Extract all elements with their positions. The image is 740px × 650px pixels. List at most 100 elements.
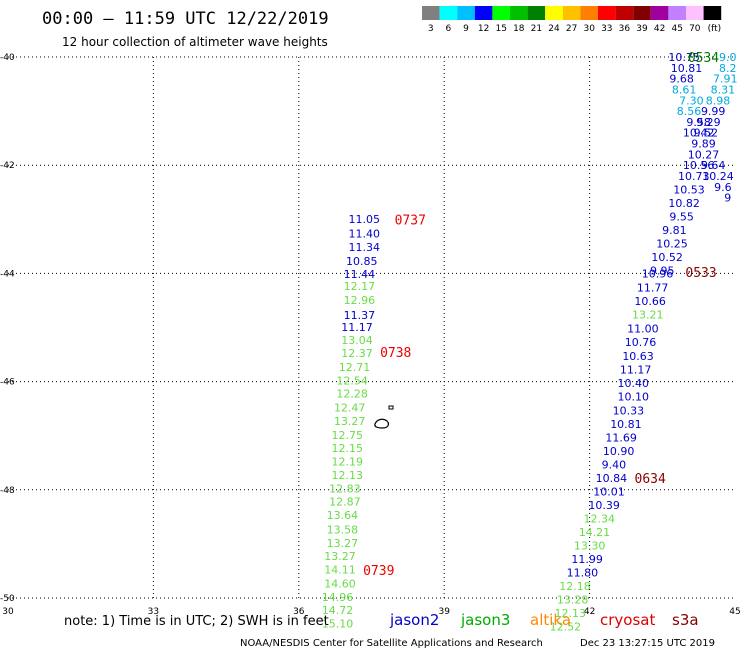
wave-height-value: 12.13 — [554, 607, 586, 620]
wave-height-value: 10.81 — [610, 418, 642, 431]
colorbar-swatch-3 — [474, 6, 493, 20]
colorbar-label: 27 — [566, 24, 577, 34]
x-tick-label: 33 — [148, 607, 159, 617]
legend-cryosat: cryosat — [600, 611, 655, 629]
satellite-legend: jason2 jason3 altika cryosat s3a — [389, 611, 699, 629]
wave-height-value: 9 — [724, 192, 731, 205]
wave-height-value: 12.34 — [584, 512, 616, 525]
axis-ticks: 30 33 36 39 42 45 -40 -42 -44 -46 -48 -50 — [0, 53, 740, 617]
wave-height-value: 8.56 — [677, 105, 702, 118]
wave-height-value: 10.53 — [673, 184, 705, 197]
wave-height-value: 9.68 — [669, 73, 694, 86]
wave-height-value: 12.52 — [550, 621, 582, 634]
wave-height-value: 8.98 — [706, 94, 731, 107]
colorbar-label: 15 — [495, 24, 506, 34]
wave-height-value: 10.56 — [683, 159, 715, 172]
wave-height-value: 11.17 — [341, 321, 373, 334]
wave-height-value: 12.96 — [344, 294, 376, 307]
wave-height-value: 11.17 — [620, 364, 652, 377]
y-tick-label: -42 — [0, 161, 15, 171]
colorbar-swatch-16 — [703, 6, 722, 20]
wave-height-value: 10.01 — [593, 485, 625, 498]
wave-height-value: 11.37 — [344, 309, 376, 322]
wave-height-value: 13.28 — [557, 594, 589, 607]
wave-height-value: 12.18 — [559, 580, 591, 593]
x-tick-label: 30 — [2, 607, 14, 617]
small-island — [388, 405, 394, 410]
colorbar-label: 30 — [583, 24, 595, 34]
colorbar-label: 12 — [478, 24, 489, 34]
wave-height-value: 9.29 — [696, 116, 721, 129]
wave-height-value: 14.96 — [322, 591, 354, 604]
wave-height-value: 9.95 — [650, 265, 675, 278]
pass-time-label: 0533 — [685, 266, 716, 281]
wave-height-value: 9.58 — [686, 116, 711, 129]
wave-height-value: 8.61 — [672, 83, 697, 96]
wave-height-value: 12.37 — [341, 347, 373, 360]
legend-jason2: jason2 — [389, 611, 439, 629]
colorbar-label: 36 — [619, 24, 631, 34]
x-tick-label: 42 — [584, 607, 595, 617]
track-middle: 10.9611.7710.6613.2111.0010.7610.6311.17… — [550, 267, 674, 633]
legend-jason3: jason3 — [460, 611, 510, 629]
wave-height-value: 11.77 — [637, 281, 669, 294]
wave-height-value: 11.34 — [348, 241, 380, 254]
wave-height-value: 7.91 — [713, 73, 738, 86]
x-tick-label: 45 — [729, 607, 740, 617]
pass-time-label: 0534 — [688, 51, 719, 66]
wave-height-value: 12.13 — [332, 469, 364, 482]
colorbar-swatch-8 — [562, 6, 581, 20]
wave-height-value: 10.52 — [651, 251, 683, 264]
colorbar-label: 9 — [463, 24, 469, 34]
colorbar-label: 39 — [636, 24, 648, 34]
wave-height-value: 12.87 — [329, 496, 361, 509]
wave-height-value: 8.31 — [711, 83, 736, 96]
colorbar-swatch-4 — [492, 6, 510, 20]
colorbar-swatch-1 — [439, 6, 458, 20]
colorbar-swatch-2 — [457, 6, 475, 20]
pass-time-label: 0634 — [635, 472, 666, 487]
colorbar-label: 70 — [689, 24, 701, 34]
wave-height-value: 12.28 — [336, 388, 368, 401]
y-tick-label: -46 — [0, 378, 15, 388]
colorbar-swatch-6 — [527, 6, 546, 20]
credit-text: NOAA/NESDIS Center for Satellite Applica… — [240, 638, 543, 649]
page-subtitle: 12 hour collection of altimeter wave hei… — [62, 35, 328, 49]
legend-altika: altika — [530, 611, 571, 629]
wave-height-value: 13.27 — [327, 537, 359, 550]
wave-height-value: 10.33 — [613, 404, 645, 417]
units-note: note: 1) Time is in UTC; 2) SWH is in fe… — [64, 614, 329, 629]
wave-height-value: 12.83 — [329, 483, 361, 496]
wave-height-value: 12.15 — [332, 442, 364, 455]
pass-time-label: 0739 — [363, 564, 394, 579]
wave-height-value: 13.27 — [324, 550, 356, 563]
colorbar-label: 6 — [446, 24, 452, 34]
pass-time-label: 0737 — [395, 213, 426, 228]
colorbar-label: 42 — [654, 24, 665, 34]
wave-height-value: 15.10 — [322, 617, 354, 630]
timestamp-text: Dec 23 13:27:15 UTC 2019 — [580, 638, 715, 649]
wave-height-value: 13.27 — [334, 415, 366, 428]
wave-height-value: 10.39 — [588, 499, 620, 512]
wave-height-value: 13.30 — [574, 540, 606, 553]
wave-height-value: 10.82 — [668, 197, 700, 210]
page-title: 00:00 – 11:59 UTC 12/22/2019 — [42, 9, 329, 29]
wave-height-value: 10.25 — [656, 238, 688, 251]
wave-height-value: 9.81 — [662, 224, 687, 237]
wave-height-value: 10.81 — [671, 62, 703, 75]
wave-height-value: 9.89 — [691, 138, 716, 151]
wave-height-value: 11.05 — [348, 213, 380, 226]
wave-height-value: 14.11 — [324, 563, 356, 576]
wave-height-value: 12.17 — [344, 280, 376, 293]
wave-height-value: 13.04 — [341, 334, 373, 347]
y-tick-label: -40 — [0, 53, 15, 63]
colorbar-label: (ft) — [708, 24, 722, 34]
wave-height-value: 10.42 — [683, 127, 715, 140]
wave-height-value: 12.71 — [339, 361, 371, 374]
wave-height-value: 10.96 — [642, 267, 674, 280]
y-tick-label: -50 — [0, 594, 15, 604]
island-outline — [374, 418, 389, 429]
